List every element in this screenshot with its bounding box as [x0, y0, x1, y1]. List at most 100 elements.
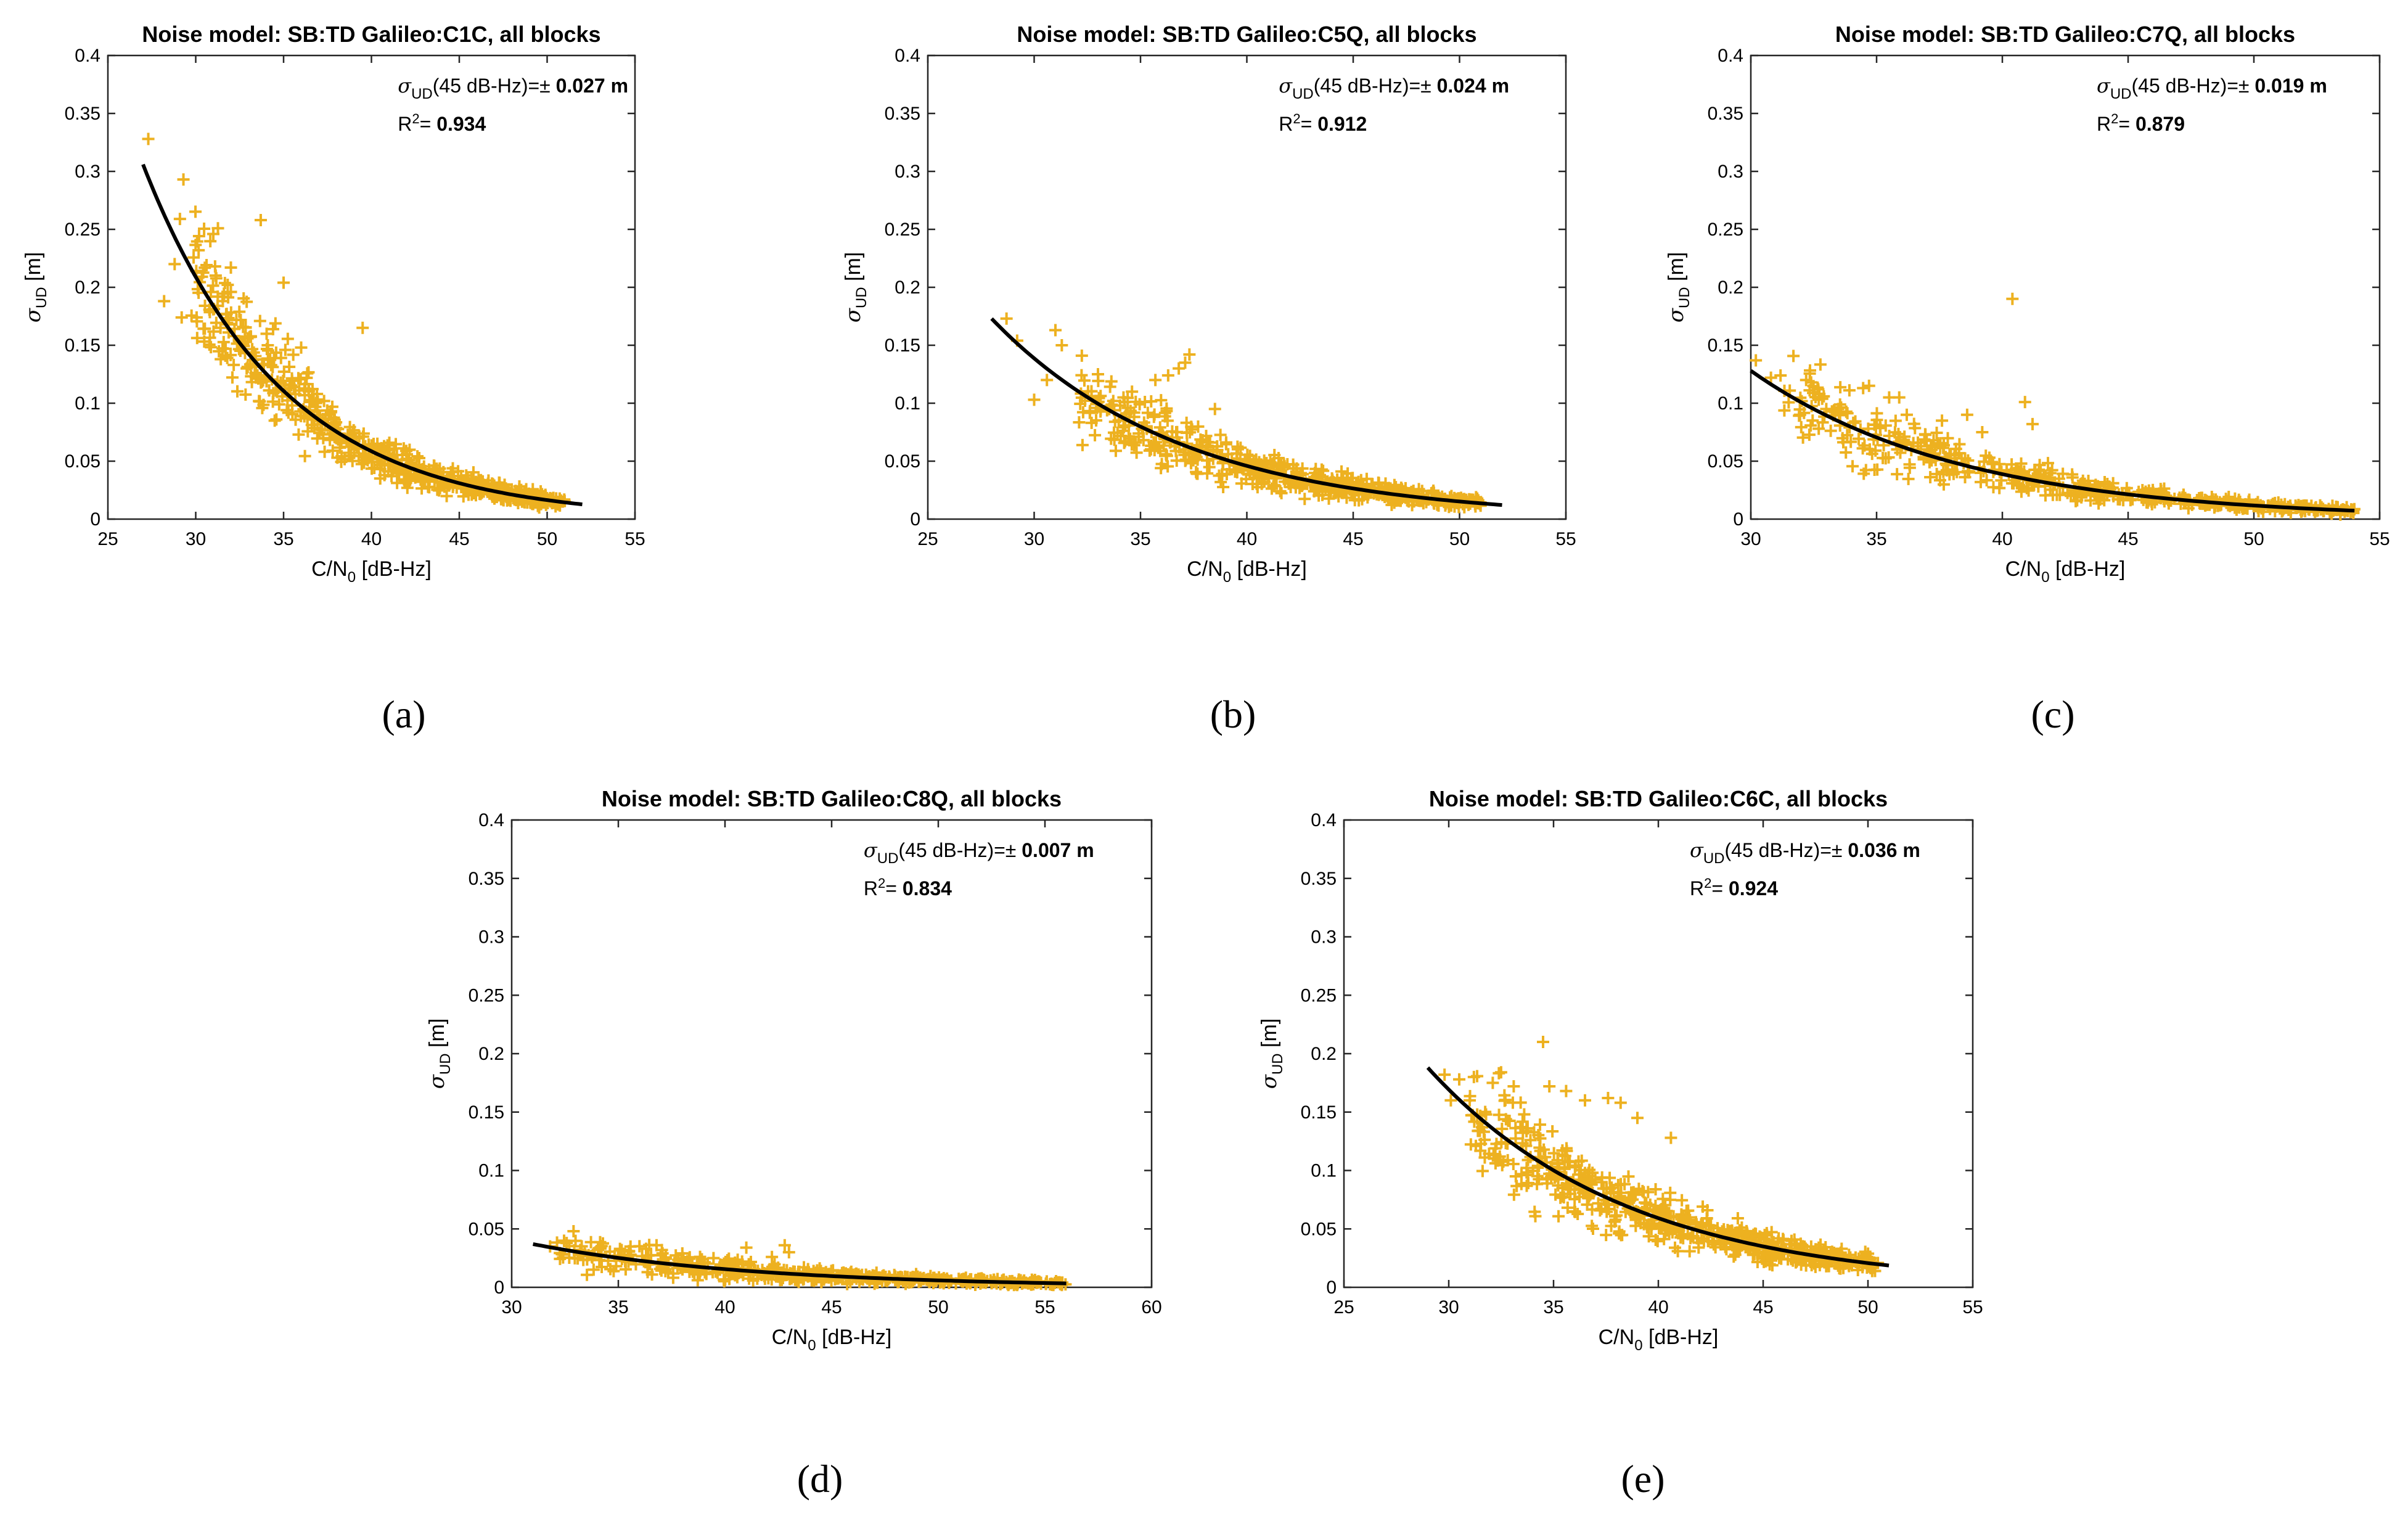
fit-curve — [533, 1242, 1067, 1285]
panel-label: (a) — [382, 692, 425, 736]
y-axis-label-unit: [m] — [842, 252, 865, 287]
data-point — [335, 450, 348, 463]
y-axis-label-main: σ — [1664, 308, 1689, 322]
y-axis-label: σUD [m] — [425, 1019, 454, 1089]
data-point — [1360, 472, 1373, 485]
data-point — [1558, 1162, 1571, 1175]
data-point-outlier — [311, 387, 324, 400]
y-tick-label: 0.25 — [1708, 219, 1743, 240]
data-point — [1521, 1176, 1534, 1189]
data-point — [1835, 1242, 1848, 1255]
chart-panel-e: Noise model: SB:TD Galileo:C6C, all bloc… — [1257, 786, 1983, 1501]
data-point — [207, 279, 219, 292]
data-point — [1074, 398, 1087, 411]
y-tick-label: 0.4 — [1718, 46, 1743, 66]
data-point-outlier — [778, 1239, 791, 1252]
data-point — [1837, 436, 1850, 449]
data-point — [1804, 419, 1817, 432]
data-point — [1834, 381, 1847, 394]
sigma-subscript: UD — [2110, 86, 2132, 102]
y-axis-label-sub: UD — [1676, 287, 1693, 308]
data-point — [281, 332, 294, 345]
data-point — [2098, 476, 2111, 489]
sigma-symbol: σ — [398, 74, 412, 97]
data-point — [1856, 442, 1869, 455]
data-point — [1841, 428, 1854, 441]
x-tick-label: 40 — [715, 1297, 735, 1318]
data-point — [581, 1268, 594, 1281]
data-point — [2050, 488, 2063, 501]
data-point — [2061, 486, 2074, 499]
data-point — [403, 443, 416, 456]
data-point — [1190, 467, 1203, 480]
data-point — [776, 1273, 788, 1286]
data-point — [1760, 1227, 1773, 1240]
data-point-outlier — [142, 133, 155, 146]
data-point — [192, 229, 205, 242]
data-point — [444, 465, 457, 478]
y-tick-label: 0 — [910, 509, 920, 530]
y-tick-label: 0.2 — [1311, 1044, 1337, 1064]
data-point — [281, 404, 293, 417]
data-point — [324, 433, 337, 446]
data-point — [1109, 445, 1122, 457]
x-tick-label: 55 — [1034, 1297, 1055, 1318]
data-point — [1649, 1183, 1662, 1195]
data-point — [1158, 410, 1171, 423]
y-tick-label: 0.05 — [1708, 451, 1743, 472]
data-point — [1883, 429, 1896, 442]
data-point — [1267, 480, 1280, 493]
data-point — [498, 478, 511, 491]
data-point — [1309, 462, 1322, 475]
data-point — [1246, 478, 1259, 491]
y-axis-label: σUD [m] — [1257, 1019, 1286, 1089]
data-point-outlier — [1208, 403, 1221, 416]
data-point-outlier — [175, 311, 188, 324]
data-point-outlier — [224, 261, 237, 274]
y-tick-label: 0.35 — [1708, 104, 1743, 124]
data-point — [1632, 1183, 1645, 1195]
data-point-outlier — [1028, 393, 1041, 406]
x-tick-label: 45 — [1753, 1297, 1773, 1318]
data-point — [1933, 474, 1946, 487]
data-point — [205, 285, 218, 298]
x-axis-label: C/N0 [dB-Hz] — [311, 557, 432, 586]
data-point — [1268, 449, 1281, 462]
r2-label: R — [864, 877, 878, 900]
data-point-outlier — [2006, 292, 2019, 305]
data-point — [1478, 1151, 1491, 1164]
data-point — [305, 419, 318, 432]
data-point — [433, 484, 446, 497]
data-point — [226, 371, 239, 384]
data-point — [423, 481, 436, 494]
x-tick-label: 50 — [928, 1297, 948, 1318]
data-point — [231, 385, 244, 398]
data-point — [560, 1237, 573, 1250]
data-point — [1234, 441, 1247, 454]
x-tick-label: 40 — [1237, 529, 1257, 549]
y-tick-label: 0.1 — [478, 1161, 504, 1181]
r2-superscript: 2 — [1293, 111, 1300, 126]
data-point-outlier — [1976, 426, 1989, 438]
data-point — [189, 205, 202, 218]
data-point — [1600, 1205, 1613, 1218]
data-point-outlier — [1464, 1094, 1476, 1107]
x-axis-label-main: C/N — [1599, 1326, 1635, 1349]
data-point — [400, 453, 413, 465]
x-axis-label-sub: 0 — [1223, 569, 1231, 586]
data-point — [1639, 1196, 1652, 1209]
x-tick-label: 30 — [186, 529, 206, 549]
data-point-outlier — [173, 213, 186, 226]
r2-superscript: 2 — [878, 875, 885, 891]
data-point — [1589, 1173, 1602, 1186]
data-point — [691, 1274, 704, 1287]
r2-value: 0.879 — [2136, 113, 2185, 135]
data-point — [343, 420, 356, 433]
data-point-outlier — [1173, 362, 1186, 375]
data-point — [1341, 467, 1354, 480]
data-point — [1814, 358, 1827, 371]
sigma-annotation-label: (45 dB-Hz)=± — [1725, 839, 1848, 861]
data-point — [289, 413, 302, 426]
data-point — [382, 465, 395, 478]
data-point — [1937, 465, 1950, 478]
